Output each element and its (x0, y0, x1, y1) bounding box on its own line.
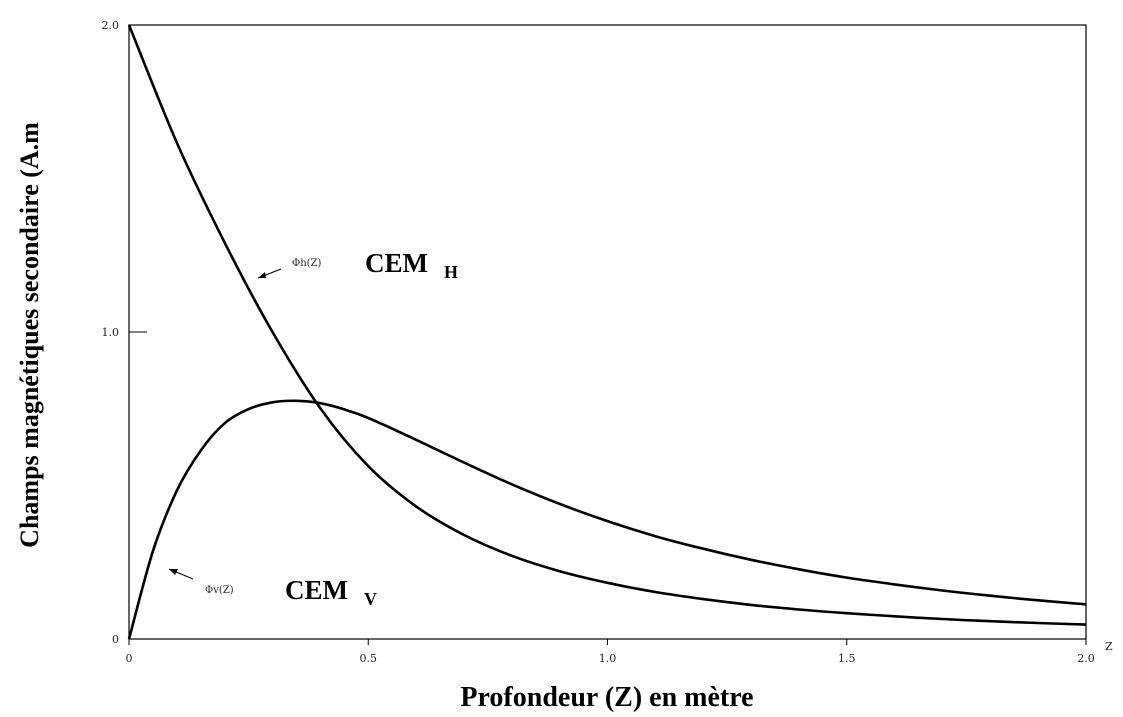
series-lines (127, 24, 1087, 640)
y-tick-label: 0 (112, 633, 119, 646)
cem-h-label: CEM (365, 248, 428, 278)
y-tick-label: 1.0 (102, 326, 120, 339)
phi-v-arrowhead (169, 569, 178, 575)
x-tick-label: 2.0 (1077, 652, 1095, 665)
x-axis-title: Profondeur (Z) en mètre (460, 682, 753, 713)
x-axis-end-label: Z (1105, 640, 1113, 653)
cem-h-subscript: H (444, 262, 458, 282)
series-line-phi-h (127, 24, 1087, 626)
y-tick-label: 2.0 (102, 19, 120, 32)
x-tick-label: 1.0 (599, 652, 617, 665)
phi-v-label: Φv(Z) (205, 585, 234, 596)
axis-ticks: 0 0.5 1.0 1.5 2.0 0 1.0 2.0 (102, 19, 1095, 665)
cem-v-label: CEM (285, 575, 348, 605)
x-tick-label: 1.5 (838, 652, 856, 665)
phi-h-label: Φh(Z) (292, 258, 321, 269)
series-line-phi-v (127, 399, 1087, 640)
cem-v-subscript: V (364, 589, 377, 609)
x-tick-label: 0.5 (360, 652, 378, 665)
x-tick-label: 0 (126, 652, 133, 665)
y-axis-title: Champs magnétiques secondaire (A.m (15, 122, 44, 548)
phi-h-arrowhead (258, 272, 266, 278)
